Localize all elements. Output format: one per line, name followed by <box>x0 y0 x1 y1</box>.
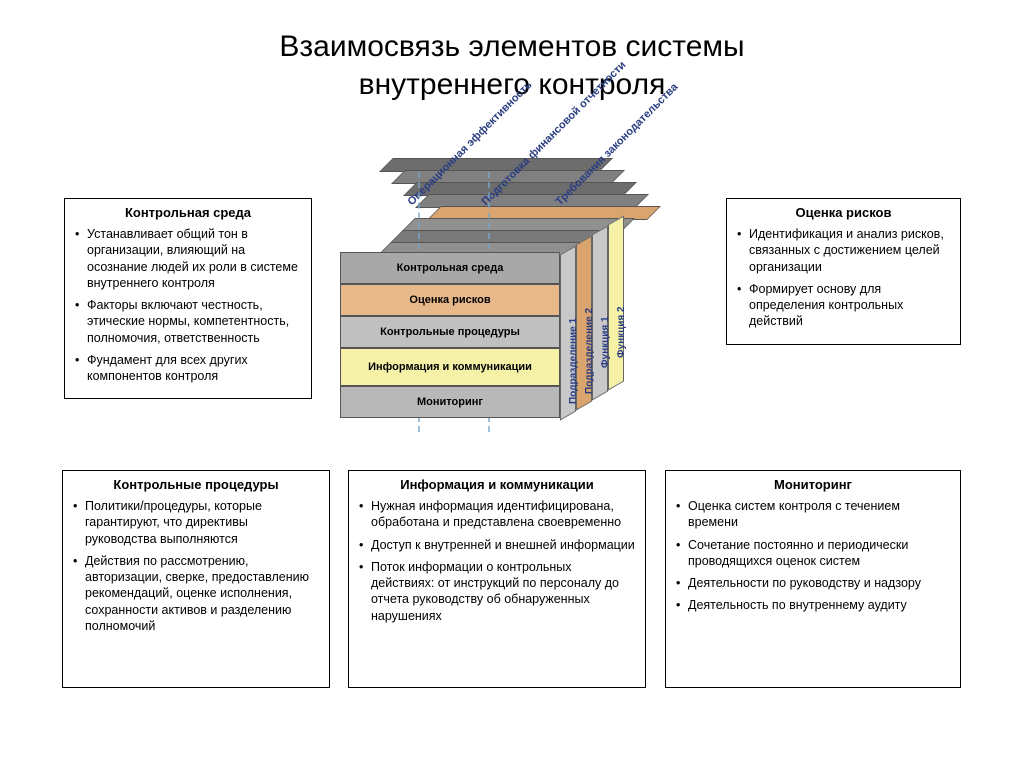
list-item: Формирует основу для определения контрол… <box>737 281 950 330</box>
box-information-communication: Информация и коммуникации Нужная информа… <box>348 470 646 688</box>
cube-side-label: Подразделение 2 <box>584 308 595 394</box>
list-item: Деятельности по руководству и надзору <box>676 575 950 591</box>
cube-row-control-env: Контрольная среда <box>340 252 560 284</box>
box-risk-assessment: Оценка рисков Идентификация и анализ рис… <box>726 198 961 345</box>
box-title: Контрольная среда <box>75 205 301 220</box>
page-title: Взаимосвязь элементов системы внутреннег… <box>0 0 1024 103</box>
list-item: Действия по рассмотрению, авторизации, с… <box>73 553 319 634</box>
cube-row-info: Информация и коммуникации <box>340 348 560 386</box>
list-item: Доступ к внутренней и внешней информации <box>359 537 635 553</box>
list-item: Фундамент для всех других компонентов ко… <box>75 352 301 385</box>
cube-front-face: Контрольная среда Оценка рисков Контроль… <box>340 252 560 418</box>
box-list: Идентификация и анализ рисков, связанных… <box>737 226 950 330</box>
list-item: Сочетание постоянно и периодически прово… <box>676 537 950 570</box>
cube-side-label: Подразделение 1 <box>568 318 579 404</box>
box-list: Нужная информация идентифицирована, обра… <box>359 498 635 624</box>
list-item: Устанавливает общий тон в организации, в… <box>75 226 301 291</box>
box-monitoring: Мониторинг Оценка систем контроля с тече… <box>665 470 961 688</box>
list-item: Оценка систем контроля с течением времен… <box>676 498 950 531</box>
cube-row-risk: Оценка рисков <box>340 284 560 316</box>
title-line-1: Взаимосвязь элементов системы <box>279 30 744 63</box>
list-item: Деятельность по внутреннему аудиту <box>676 597 950 613</box>
cube-row-procedures: Контрольные процедуры <box>340 316 560 348</box>
box-title: Информация и коммуникации <box>359 477 635 492</box>
box-list: Устанавливает общий тон в организации, в… <box>75 226 301 384</box>
list-item: Поток информации о контрольных действиях… <box>359 559 635 624</box>
box-list: Политики/процедуры, которые гарантируют,… <box>73 498 319 634</box>
box-title: Контрольные процедуры <box>73 477 319 492</box>
list-item: Идентификация и анализ рисков, связанных… <box>737 226 950 275</box>
cube-row-monitoring: Мониторинг <box>340 386 560 418</box>
list-item: Политики/процедуры, которые гарантируют,… <box>73 498 319 547</box>
box-control-environment: Контрольная среда Устанавливает общий то… <box>64 198 312 399</box>
list-item: Нужная информация идентифицирована, обра… <box>359 498 635 531</box>
coso-cube: Операционная эффективность Подготовка фи… <box>340 172 700 472</box>
box-control-procedures: Контрольные процедуры Политики/процедуры… <box>62 470 330 688</box>
list-item: Факторы включают честность, этические но… <box>75 297 301 346</box>
box-list: Оценка систем контроля с течением времен… <box>676 498 950 614</box>
box-title: Оценка рисков <box>737 205 950 220</box>
box-title: Мониторинг <box>676 477 950 492</box>
cube-side-label: Функция 2 <box>616 306 627 358</box>
cube-side-label: Функция 1 <box>600 316 611 368</box>
